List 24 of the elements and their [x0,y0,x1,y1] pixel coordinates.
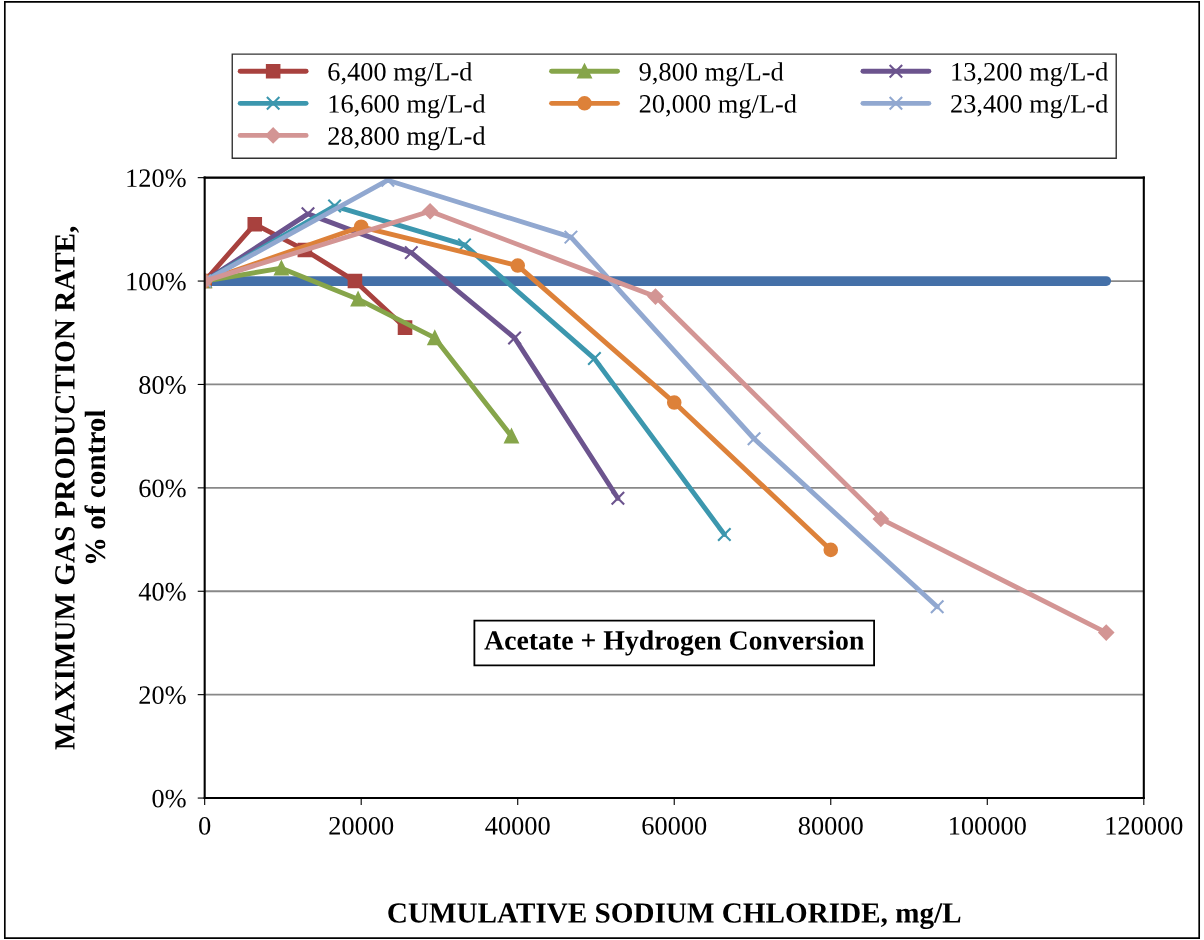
y-tick-label: 60% [139,479,186,498]
y-axis-title: MAXIMUM GAS PRODUCTION RATE, % of control [55,226,106,750]
x-tick-label: 60000 [642,816,707,835]
y-tick-label: 100% [127,272,186,291]
legend-label: 13,200 mg/L-d [952,62,1108,87]
y-tick-label: 120% [127,169,186,188]
legend-label: 20,000 mg/L-d [639,94,797,119]
x-tick-label: 100000 [950,816,1026,835]
x-tick-label: 40000 [485,816,550,835]
y-tick-label: 40% [138,582,186,601]
x-axis-title: CUMULATIVE SODIUM CHLORIDE, mg/L [388,903,961,929]
x-tick-label: 0 [199,816,211,835]
legend-label: 9,800 mg/L-d [639,62,784,87]
y-tick-label: 20% [139,686,186,705]
y-tick-label: 0% [152,789,186,808]
x-tick-label: 80000 [798,816,863,835]
legend-label: 16,600 mg/L-d [329,94,486,119]
x-tick-label: 20000 [329,816,394,835]
legend-label: 23,400 mg/L-d [951,94,1108,119]
annotation: Acetate + Hydrogen Conversion [484,630,864,656]
y-tick-label: 80% [139,376,186,394]
legend-label: 28,800 mg/L-d [328,126,486,151]
x-tick-label: 120000 [1106,816,1183,835]
legend-label: 6,400 mg/L-d [328,62,473,87]
